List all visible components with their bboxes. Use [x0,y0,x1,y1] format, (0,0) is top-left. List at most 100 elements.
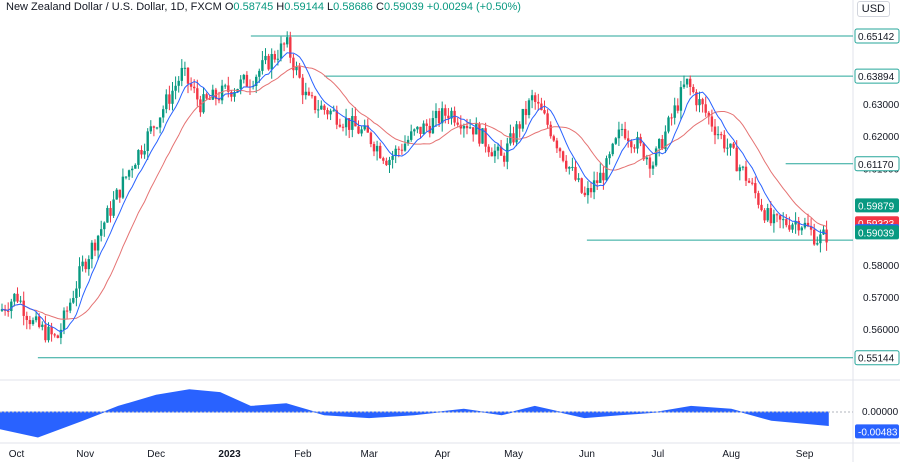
y-tick-label: 0.56000 [863,325,900,336]
candle-body [255,76,258,86]
oscillator-zero-label: 0.00000 [862,407,899,418]
candle-body [437,110,441,124]
candle-body [713,126,717,136]
low-label: L [327,1,334,13]
candle-body [59,329,63,338]
candle-body [450,110,453,119]
currency-button[interactable]: USD [856,1,890,17]
candle-body [540,103,543,111]
open-label: O [224,1,234,13]
candle-body [571,166,574,168]
candle-body [565,160,568,169]
candle-body [682,84,686,88]
level-tag-label: 0.63894 [858,72,895,83]
candle-body [162,109,165,118]
x-tick-label: Aug [722,449,740,460]
candle-body [685,78,689,85]
candle-body [614,138,617,144]
candle-body [462,125,466,129]
level-tag [854,350,900,366]
candle-body [698,99,701,106]
candle-body [56,335,59,338]
candle-body [140,150,143,155]
candle-body [230,91,233,97]
candle-body [707,112,710,117]
candle-body [193,86,196,89]
candle-body [506,143,509,162]
candle-body [354,116,357,127]
candle-body [695,92,698,106]
candle-body [131,168,134,171]
candle-body [797,220,800,231]
candle-body [546,113,549,125]
candle-body [363,125,366,130]
candle-body [227,85,230,92]
candle-body [586,188,590,196]
candle-body [819,234,822,244]
candle-body [258,70,261,77]
open-value: 0.58745 [233,1,274,13]
candle-body [816,243,819,245]
candle-body [620,128,624,130]
candle-body [211,89,214,100]
candle-body [397,148,400,150]
candle-body [19,300,22,302]
candle-body [825,229,828,243]
candle-body [648,157,652,169]
low-value: 0.58686 [333,1,373,13]
candle-body [326,109,329,115]
candle-body [794,220,797,225]
candle-body [782,219,785,221]
candle-body [351,116,354,130]
candle-body [301,77,304,96]
candle-body [106,207,109,223]
candle-body [72,297,75,303]
candle-body [286,37,289,45]
candle-body [605,158,608,181]
candle-body [28,319,32,325]
candle-body [152,126,156,128]
candle-body [701,99,704,105]
candle-body [317,109,320,111]
candle-body [459,124,462,129]
candle-body [524,108,528,116]
candle-body [441,108,444,124]
candle-body [723,134,726,149]
candle-body [270,54,273,70]
candle-body [636,137,639,149]
candle-body [391,155,394,160]
candle-body [329,110,332,115]
candle-body [667,117,670,132]
candle-body [31,320,35,325]
candle-body [338,124,342,127]
candle-body [267,55,270,70]
candle-body [561,151,565,161]
candle-body [109,207,112,216]
candle-body [366,125,369,133]
candle-body [224,85,227,87]
candle-body [276,58,280,60]
candle-body [490,152,493,157]
candle-body [307,91,311,96]
candle-body [171,90,174,104]
candle-body [84,261,87,270]
candle-body [400,149,404,151]
candle-body [155,127,159,129]
candle-body [568,166,571,169]
candle-body [165,94,168,110]
candle-body [627,138,630,142]
candle-body [689,78,692,87]
close-label: C [375,1,384,13]
candle-body [760,204,763,211]
y-tick-label: 0.58000 [863,261,900,272]
candle-body [44,324,47,341]
candle-body [456,122,459,125]
candle-body [348,118,351,130]
oscillator-tag [855,424,899,439]
level-tag-label: 0.55144 [858,354,895,365]
candle-body [196,88,199,100]
candle-body [729,143,732,148]
candle-body [34,316,38,321]
close-value: 0.59039 [383,1,424,13]
